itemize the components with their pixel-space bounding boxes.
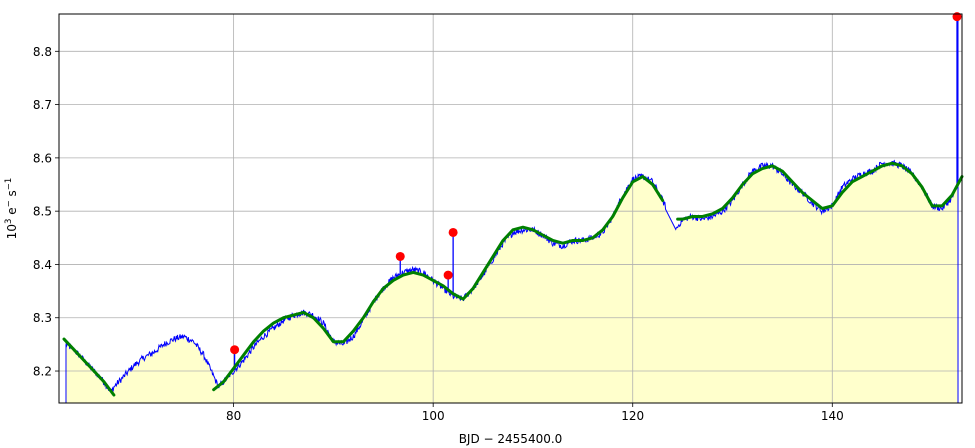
x-tick-label: 140 xyxy=(821,409,844,423)
outlier-point xyxy=(230,345,240,355)
x-tick-label: 80 xyxy=(226,409,241,423)
y-label-unit-e: e xyxy=(5,207,19,218)
x-tick-label: 120 xyxy=(621,409,644,423)
y-label-minus: − xyxy=(4,200,14,207)
tick-layer: 80 100 120 140 8.2 8.3 8.4 8.5 8.6 8.7 8.8 xyxy=(33,45,844,423)
model-series-line xyxy=(212,175,665,392)
y-tick-label: 8.5 xyxy=(33,205,52,219)
y-tick-label: 8.4 xyxy=(33,258,52,272)
y-label-base: 10 xyxy=(5,224,19,239)
y-label-unit-s: s xyxy=(5,190,19,200)
plot-frame xyxy=(58,13,963,404)
grid-layer xyxy=(59,14,962,403)
outlier-point xyxy=(443,270,453,280)
y-tick-label: 8.2 xyxy=(33,365,52,379)
y-tick-label: 8.8 xyxy=(33,45,52,59)
x-tick-label: 100 xyxy=(422,409,445,423)
model-series-line xyxy=(62,337,116,397)
outlier-point xyxy=(448,227,458,237)
flux-fill-area xyxy=(65,160,959,403)
y-label-exp: 3 xyxy=(4,219,14,224)
data-layer xyxy=(62,12,964,403)
outlier-point xyxy=(395,251,405,261)
y-tick-label: 8.3 xyxy=(33,311,52,325)
model-series-line xyxy=(676,161,964,221)
y-tick-label: 8.7 xyxy=(33,98,52,112)
y-label-exp2: −1 xyxy=(4,178,14,191)
flux-fill-area-layer xyxy=(65,160,959,403)
x-axis-label: BJD − 2455400.0 xyxy=(459,432,563,446)
y-tick-label: 8.6 xyxy=(33,151,52,165)
y-axis-label: 103 e− s−1 xyxy=(4,178,19,240)
